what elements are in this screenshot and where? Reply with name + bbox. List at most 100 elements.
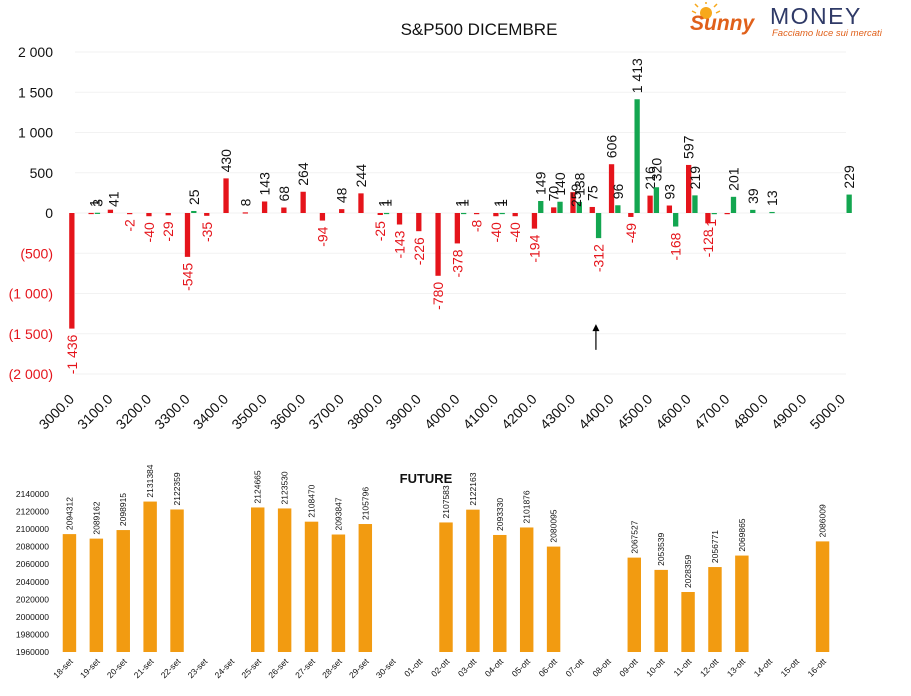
top-y-tick-label: (500) <box>20 245 53 261</box>
future-x-tick-label: 10-ott <box>644 656 667 679</box>
future-x-tick-label: 16-ott <box>806 656 829 679</box>
top-x-tick-label: 4400.0 <box>575 391 617 433</box>
top-data-label: -780 <box>430 282 446 310</box>
top-chart-strike-histogram: S&P500 DICEMBRE 2 000 1 500 1 000 500 0 (500) (… <box>9 20 858 432</box>
future-x-tick-label: 21-set <box>132 656 156 680</box>
top-bar <box>750 209 756 213</box>
top-data-label: 229 <box>841 165 857 189</box>
top-data-label: -49 <box>623 223 639 243</box>
top-bar <box>396 213 403 225</box>
top-bar <box>377 213 383 216</box>
future-bar <box>251 507 265 652</box>
future-bar <box>358 524 373 652</box>
top-data-label: 320 <box>648 158 664 182</box>
top-bar <box>319 213 326 221</box>
top-data-label: 25 <box>186 189 202 205</box>
top-y-tick-label: 1 000 <box>18 125 53 141</box>
top-x-tick-label: 3400.0 <box>190 391 232 433</box>
top-bar <box>165 213 171 216</box>
top-data-label: -1 <box>703 219 719 232</box>
future-data-label: 2094312 <box>64 497 74 530</box>
top-bar <box>461 212 467 215</box>
future-bar <box>735 555 749 652</box>
future-data-label: 2093330 <box>495 498 505 531</box>
top-bar <box>146 213 152 217</box>
future-x-tick-label: 30-set <box>374 656 398 680</box>
top-y-tick-label: (1 000) <box>9 286 53 302</box>
top-x-tick-label: 3100.0 <box>74 391 116 433</box>
top-data-label: -29 <box>160 221 176 241</box>
top-data-label: -545 <box>179 263 195 291</box>
top-data-label: 75 <box>584 185 600 201</box>
top-bar <box>576 201 582 213</box>
top-bar <box>647 195 653 213</box>
top-data-label: 70 <box>546 186 562 202</box>
top-bar <box>512 213 518 217</box>
future-bar <box>815 541 830 652</box>
top-x-tick-label: 4000.0 <box>421 391 463 433</box>
top-bar <box>538 201 544 213</box>
top-data-label: 244 <box>353 164 369 188</box>
future-x-tick-label: 18-set <box>51 656 75 680</box>
future-x-tick-label: 24-set <box>212 656 236 680</box>
top-bar <box>846 194 852 213</box>
top-bar <box>570 192 576 213</box>
top-data-label: 143 <box>257 172 273 196</box>
top-data-label: 201 <box>726 167 742 191</box>
future-data-label: 2124665 <box>253 470 263 503</box>
future-data-label: 2108470 <box>307 484 317 517</box>
top-data-label: 264 <box>295 162 311 186</box>
top-bar <box>557 201 563 213</box>
future-bar <box>654 569 668 652</box>
top-bar <box>383 212 390 215</box>
top-chart-title: S&P500 DICEMBRE <box>401 20 558 39</box>
future-data-label: 2056771 <box>710 530 720 563</box>
top-bar <box>435 213 441 276</box>
top-data-label: 93 <box>661 184 677 200</box>
top-data-label: 1 <box>375 199 391 207</box>
top-bar <box>711 213 717 215</box>
top-data-label: -94 <box>314 226 330 246</box>
future-data-label: 2098915 <box>118 493 128 526</box>
future-data-label: 2107583 <box>441 485 451 518</box>
top-bar <box>184 213 191 257</box>
top-y-tick-label: 0 <box>45 205 53 221</box>
top-data-label: 216 <box>642 166 658 190</box>
top-data-label: -8 <box>469 219 485 232</box>
future-x-tick-label: 15-ott <box>779 656 802 679</box>
top-bar <box>242 212 248 214</box>
top-bar <box>628 213 634 217</box>
bottom-chart-future: FUTURE 1960000 1980000 2000000 2020000 204000… <box>16 464 830 680</box>
top-x-tick-label: 3000.0 <box>36 391 78 433</box>
top-data-label: -40 <box>141 222 157 242</box>
top-data-label: 1 <box>453 199 469 207</box>
future-data-label: 2069865 <box>737 518 747 551</box>
future-x-tick-label: 27-set <box>293 656 317 680</box>
future-x-tick-label: 05-ott <box>510 656 533 679</box>
future-data-label: 2086009 <box>818 504 828 537</box>
top-bar <box>261 201 268 213</box>
top-bar <box>473 213 480 215</box>
future-x-tick-label: 03-ott <box>456 656 479 679</box>
top-data-label: -143 <box>392 230 408 258</box>
top-bar <box>499 212 505 215</box>
bottom-y-tick-label: 1960000 <box>16 647 49 657</box>
top-data-label: 140 <box>552 172 568 196</box>
top-bar <box>531 213 538 229</box>
future-bar <box>62 534 77 652</box>
top-bar <box>358 193 364 213</box>
bottom-y-tick-label: 2000000 <box>16 612 49 622</box>
top-bar <box>589 206 595 213</box>
top-data-label: 1 <box>456 199 472 207</box>
top-x-tick-label: 3500.0 <box>228 391 270 433</box>
sun-icon <box>691 1 721 19</box>
future-x-tick-label: 14-ott <box>752 656 775 679</box>
future-x-tick-label: 20-set <box>105 656 129 680</box>
top-data-label: -168 <box>668 232 684 260</box>
top-bar <box>551 207 557 213</box>
top-bar <box>204 213 210 216</box>
top-data-label: -40 <box>488 222 504 242</box>
logo-brand-left: Sunny <box>690 12 755 35</box>
future-data-label: 2122163 <box>468 472 478 505</box>
